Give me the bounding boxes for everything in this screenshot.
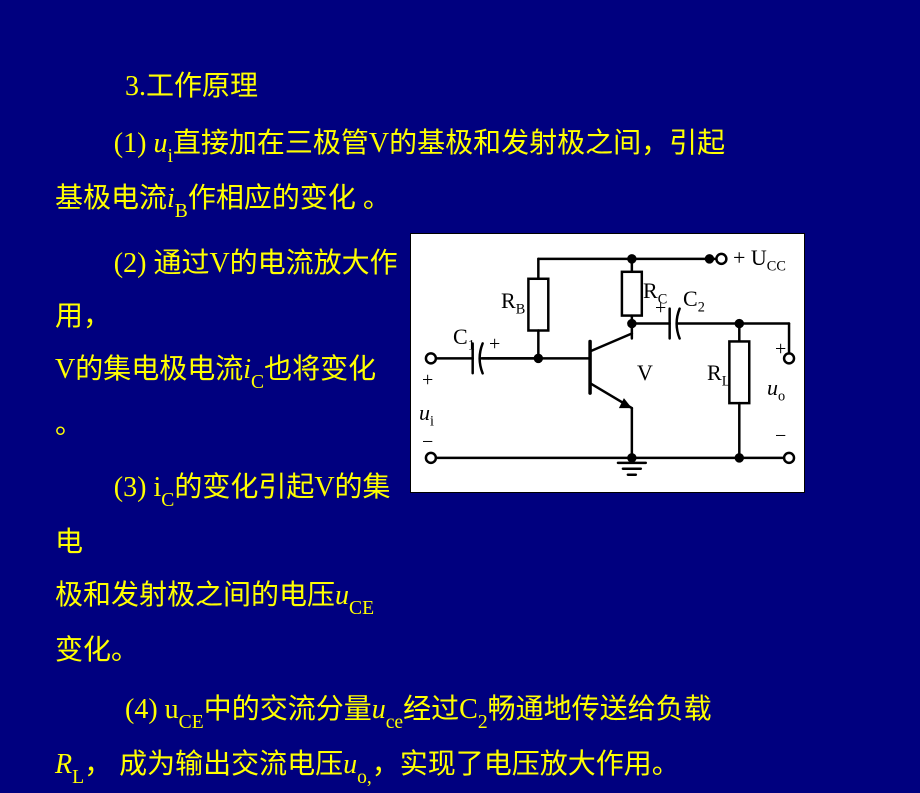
p4-lead-a: (4) bbox=[125, 694, 165, 725]
section-title: 3.工作原理 bbox=[55, 60, 865, 113]
p3-var0-sub: C bbox=[161, 490, 174, 511]
p2-var1-sub: C bbox=[251, 372, 264, 393]
label-ui-minus: − bbox=[422, 432, 433, 452]
p1-t1: 直接加在三极管V的基极和发射极之间，引起 bbox=[173, 128, 725, 159]
p4-cont-var: R bbox=[55, 749, 72, 780]
p4-var2-sub: 2 bbox=[478, 712, 488, 733]
paragraph-4-cont: RL， 成为输出交流电压uo,，实现了电压放大作用。 bbox=[55, 738, 865, 793]
p3-var1-sub: CE bbox=[349, 598, 374, 619]
label-uo-plus: + bbox=[775, 339, 786, 359]
label-c1: C1 bbox=[453, 326, 475, 353]
mid-text-col: (2) 通过V的电流放大作用， V的集电极电流iC也将变化 。 (3) iC的变… bbox=[55, 233, 400, 677]
p4-var1-sub: ce bbox=[386, 712, 403, 733]
p4-var0-sub: CE bbox=[179, 712, 204, 733]
p2-var1: i bbox=[243, 354, 251, 385]
label-ui-plus: + bbox=[422, 370, 433, 390]
p3-lead-a: (3) bbox=[114, 472, 154, 503]
label-uo-minus: − bbox=[775, 426, 786, 446]
p4-cont-sub: L bbox=[72, 767, 84, 788]
p4-lead-c: 经过 bbox=[403, 694, 459, 725]
label-c2: C2 bbox=[683, 288, 705, 315]
paragraph-2-cont: V的集电极电流iC也将变化 。 bbox=[55, 343, 400, 451]
label-ui: ui bbox=[419, 402, 434, 429]
p4-var2: C bbox=[459, 694, 478, 725]
title-text: 工作原理 bbox=[146, 71, 258, 102]
label-ucc: + UCC bbox=[733, 247, 786, 274]
p4-lead-b: 中的交流分量 bbox=[204, 694, 372, 725]
p1-var1: u bbox=[153, 128, 167, 159]
title-number: 3. bbox=[125, 71, 146, 102]
slide: 3.工作原理 (1) ui直接加在三极管V的基极和发射极之间，引起 基极电流iB… bbox=[55, 60, 865, 660]
p4-var1: u bbox=[372, 694, 386, 725]
label-rl: RL bbox=[707, 362, 730, 389]
p4-lead-d: 畅通地传送给负载 bbox=[488, 694, 712, 725]
p4-var0: u bbox=[165, 694, 179, 725]
p1-var1-sub: i bbox=[167, 146, 172, 167]
label-uo: uo bbox=[767, 377, 785, 404]
label-v: V bbox=[637, 362, 653, 384]
paragraph-1: (1) ui直接加在三极管V的基极和发射极之间，引起 bbox=[55, 117, 865, 172]
label-c1-plus: + bbox=[489, 334, 500, 354]
label-c2-plus: + bbox=[655, 298, 666, 318]
p4-cont-b: ， 成为输出交流电压 bbox=[84, 749, 343, 780]
p2-lead: (2) 通过V的电流放大作用， bbox=[55, 248, 398, 332]
p1-cont-a: 基极电流 bbox=[55, 183, 167, 214]
p1-var2-sub: B bbox=[175, 201, 188, 222]
p1-cont-b: 作相应的变化 。 bbox=[188, 183, 391, 214]
p2-cont-a: V的集电极电流 bbox=[55, 354, 243, 385]
p4-var3-sub: o, bbox=[357, 767, 372, 788]
paragraph-1-cont: 基极电流iB作相应的变化 。 bbox=[55, 172, 865, 227]
p3-var1: u bbox=[335, 580, 349, 611]
circuit-diagram: + UCC RC RB C1 + C2 + V RL uo + bbox=[410, 233, 805, 493]
mid-row: (2) 通过V的电流放大作用， V的集电极电流iC也将变化 。 (3) iC的变… bbox=[55, 233, 865, 677]
p3-cont-a: 极和发射极之间的电压 bbox=[55, 580, 335, 611]
label-rb: RB bbox=[501, 290, 525, 317]
p1-lead: (1) bbox=[114, 128, 154, 159]
paragraph-3-cont: 极和发射极之间的电压uCE 变化。 bbox=[55, 569, 400, 677]
paragraph-3: (3) iC的变化引起V的集电 bbox=[55, 461, 400, 569]
p4-var3: u bbox=[343, 749, 357, 780]
paragraph-4: (4) uCE中的交流分量uce经过C2畅通地传送给负载 bbox=[55, 683, 865, 738]
p4-cont-c: ，实现了电压放大作用。 bbox=[372, 749, 680, 780]
p3-lead-b: 的变化引起V的集电 bbox=[55, 472, 391, 558]
p3-cont-b: 变化。 bbox=[55, 635, 139, 666]
paragraph-2: (2) 通过V的电流放大作用， bbox=[55, 237, 400, 343]
p1-var2: i bbox=[167, 183, 175, 214]
